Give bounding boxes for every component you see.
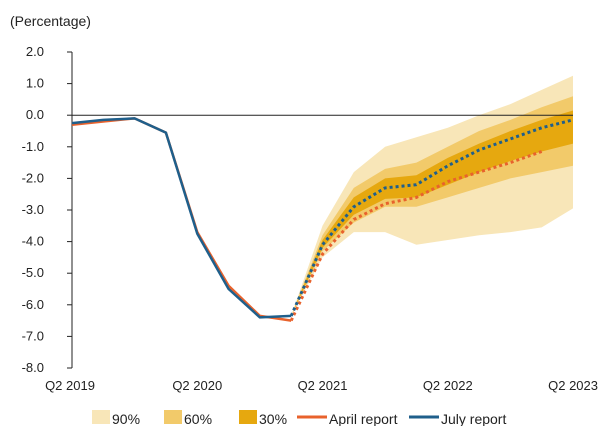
x-tick-label: Q2 2019 (45, 378, 95, 393)
y-tick-label: 2.0 (26, 44, 44, 59)
series-1-forecast-line (289, 118, 574, 317)
y-tick-label: 1.0 (26, 76, 44, 91)
legend-label-2: 30% (259, 411, 287, 426)
y-tick-label: 0.0 (26, 107, 44, 122)
y-tick-label: -8.0 (22, 360, 44, 375)
x-tick-label: Q2 2020 (172, 378, 222, 393)
x-tick-label: Q2 2022 (423, 378, 473, 393)
legend-label-3: April report (329, 411, 398, 426)
y-axis-label: (Percentage) (10, 13, 91, 29)
y-tick-label: -2.0 (22, 170, 44, 185)
series-lines (71, 117, 574, 322)
y-tick-label: -6.0 (22, 297, 44, 312)
legend: 90% 60% 30% April report July report (92, 410, 506, 426)
series-0-history-line (71, 117, 292, 322)
series-1-history-line (71, 117, 292, 319)
series-0-forecast-line (289, 150, 543, 322)
legend-label-4: July report (441, 411, 506, 426)
legend-swatch-0 (92, 410, 110, 424)
legend-label-1: 60% (184, 411, 212, 426)
y-tick-label: -3.0 (22, 202, 44, 217)
y-tick-label: -4.0 (22, 234, 44, 249)
axes: 2.0 1.0 0.0 -1.0 -2.0 -3.0 -4.0 -5.0 -6.0 -7.0 -8.… (22, 44, 598, 393)
fan-band-2 (291, 110, 573, 316)
y-tick-label: -7.0 (22, 328, 44, 343)
x-tick-label: Q2 2021 (298, 378, 348, 393)
legend-swatch-2 (239, 410, 257, 424)
fan-bands (291, 75, 573, 316)
legend-swatch-1 (164, 410, 182, 424)
legend-label-0: 90% (112, 411, 140, 426)
x-tick-label: Q2 2023 (548, 378, 598, 393)
y-tick-label: -5.0 (22, 265, 44, 280)
y-tick-label: -1.0 (22, 139, 44, 154)
